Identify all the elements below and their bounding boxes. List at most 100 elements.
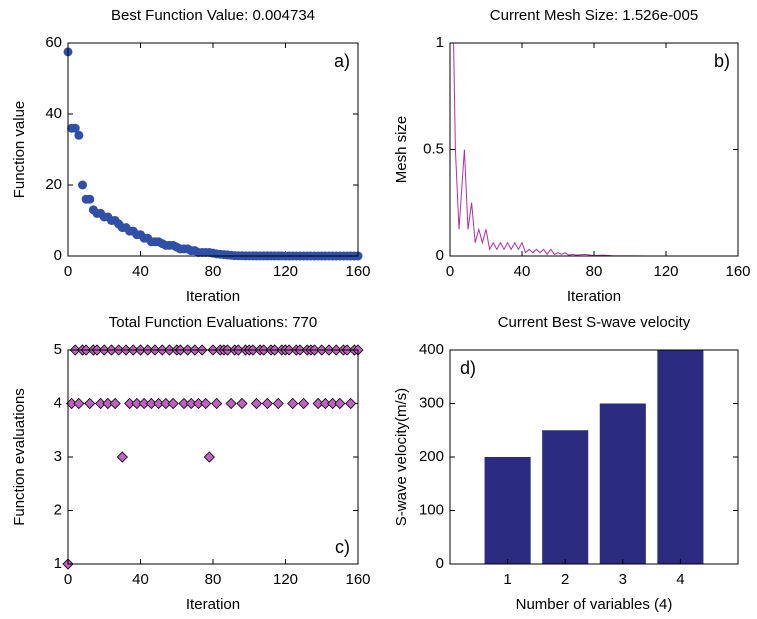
bar	[542, 430, 589, 564]
y-tick-label: 2	[54, 501, 62, 518]
point	[78, 180, 87, 190]
point	[138, 397, 150, 410]
x-tick-label: 0	[64, 263, 72, 280]
x-tick-label: 160	[345, 263, 370, 280]
y-tick-label: 3	[54, 448, 62, 465]
panel-label: a)	[334, 51, 350, 71]
point	[70, 123, 80, 133]
point	[327, 397, 339, 410]
y-tick-label: 0	[436, 555, 444, 572]
point	[167, 397, 179, 410]
x-tick-label: 80	[586, 263, 603, 280]
point	[287, 397, 299, 410]
subplot: Total Function Evaluations: 770 Iteration…	[11, 314, 371, 613]
y-axis-label: Function evaluations	[11, 388, 28, 526]
point	[261, 397, 273, 410]
point	[211, 397, 223, 410]
y-tick-label: 40	[45, 105, 62, 122]
y-tick-label: 0.5	[423, 140, 444, 157]
bar	[599, 403, 646, 564]
x-tick-label: 40	[132, 571, 149, 588]
line	[450, 42, 739, 257]
x-tick-label: 120	[273, 571, 298, 588]
point	[250, 397, 263, 410]
x-tick-label: 160	[725, 263, 750, 280]
point	[95, 397, 107, 410]
point	[109, 397, 121, 410]
x-tick-label: 40	[514, 263, 531, 280]
subplot: Best Function Value: 0.004734 Iteration Fu…	[11, 7, 371, 305]
y-tick-label: 5	[54, 341, 62, 358]
point	[84, 397, 96, 410]
x-tick-label: 160	[345, 571, 370, 588]
y-tick-label: 200	[419, 448, 444, 465]
x-tick-label: 80	[205, 263, 222, 280]
point	[236, 397, 248, 410]
point	[153, 397, 165, 410]
point	[74, 130, 84, 140]
x-tick-label: 3	[619, 571, 627, 588]
x-tick-label: 40	[132, 263, 149, 280]
y-tick-label: 20	[45, 176, 62, 193]
point	[185, 397, 197, 410]
point	[131, 397, 143, 410]
x-axis-label: Iteration	[567, 288, 621, 305]
chart-title: Best Function Value: 0.004734	[111, 7, 315, 24]
chart-title: Total Function Evaluations: 770	[109, 314, 317, 331]
chart-title: Current Mesh Size: 1.526e-005	[490, 7, 698, 24]
axes-frame	[449, 349, 739, 565]
axes-frame	[67, 42, 359, 257]
point	[203, 451, 215, 463]
point	[160, 397, 172, 410]
y-tick-label: 0	[436, 247, 444, 264]
x-tick-label: 0	[64, 571, 72, 588]
y-tick-label: 60	[45, 34, 62, 51]
subplot: Current Best S-wave velocity Number of va…	[393, 314, 739, 613]
point	[298, 397, 310, 410]
point	[178, 397, 190, 410]
x-tick-label: 80	[205, 571, 222, 588]
axes-frame	[67, 349, 359, 565]
panel-label: b)	[714, 51, 730, 71]
x-tick-label: 120	[653, 263, 678, 280]
y-tick-label: 1	[436, 34, 444, 51]
point	[345, 397, 357, 410]
point	[192, 397, 205, 410]
point	[102, 397, 114, 410]
point	[334, 397, 346, 410]
y-axis-label: Mesh size	[393, 116, 410, 184]
x-axis-label: Iteration	[186, 596, 240, 613]
point	[145, 397, 157, 410]
point	[73, 397, 85, 410]
y-tick-label: 100	[419, 501, 444, 518]
x-tick-label: 1	[503, 571, 511, 588]
point	[124, 397, 136, 410]
subplot: Current Mesh Size: 1.526e-005 Iteration Me…	[393, 7, 751, 305]
axes-box	[449, 42, 739, 257]
x-tick-label: 4	[676, 571, 684, 588]
y-tick-label: 300	[419, 394, 444, 411]
point	[272, 397, 284, 410]
point	[225, 397, 237, 410]
panel-label: c)	[335, 537, 350, 557]
x-tick-label: 120	[273, 263, 298, 280]
x-axis-label: Number of variables (4)	[516, 596, 673, 613]
x-axis-label: Iteration	[186, 288, 240, 305]
point	[200, 397, 212, 410]
y-axis-label: S-wave velocity(m/s)	[393, 388, 410, 526]
y-tick-label: 400	[419, 341, 444, 358]
y-tick-label: 1	[54, 555, 62, 572]
x-tick-label: 2	[561, 571, 569, 588]
y-tick-label: 4	[54, 394, 62, 411]
y-axis-label: Function value	[11, 101, 28, 199]
panel-label: d)	[460, 358, 476, 378]
x-tick-label: 0	[446, 263, 454, 280]
axes-frame	[449, 42, 739, 257]
point	[319, 397, 331, 410]
bar	[484, 457, 531, 564]
point	[116, 451, 128, 463]
chart-title: Current Best S-wave velocity	[498, 314, 691, 331]
bar	[657, 350, 704, 564]
point	[312, 397, 324, 410]
